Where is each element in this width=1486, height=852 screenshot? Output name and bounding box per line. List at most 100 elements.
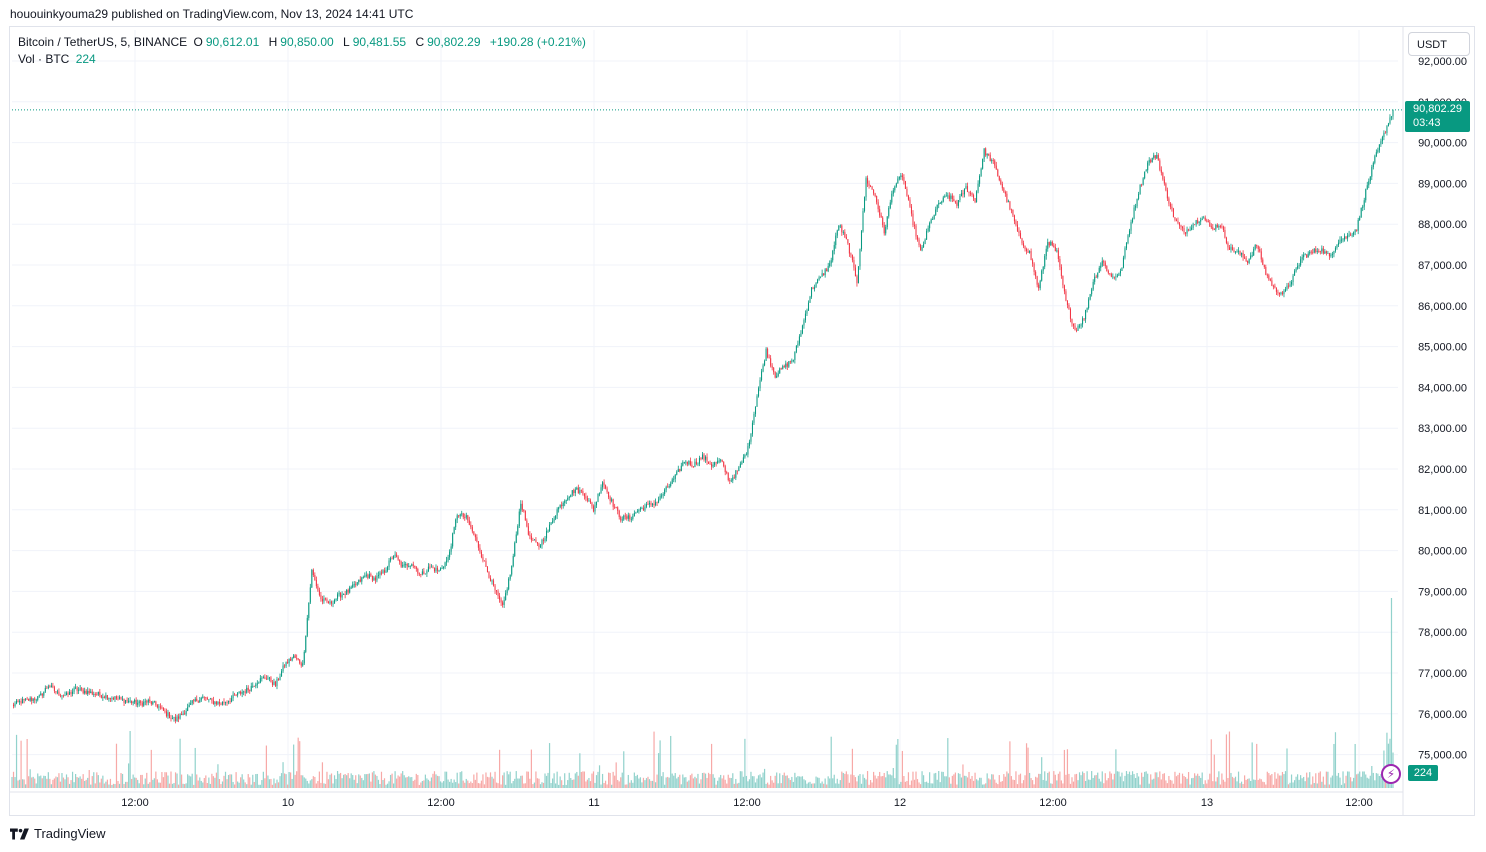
- volume-bar: [1160, 779, 1162, 788]
- volume-bar: [1145, 771, 1147, 788]
- candle-body: [1112, 276, 1114, 278]
- candle-body: [1325, 251, 1327, 254]
- volume-bar: [714, 777, 716, 788]
- volume-bar: [1097, 772, 1099, 788]
- volume-bar: [821, 781, 823, 788]
- candle-body: [1094, 276, 1096, 282]
- volume-bar: [330, 773, 333, 788]
- volume-bar: [1130, 774, 1132, 788]
- candle-body: [751, 422, 754, 434]
- candle-body: [131, 700, 133, 704]
- volume-bar: [1374, 780, 1376, 788]
- candle-body: [373, 577, 375, 581]
- candle-body: [514, 542, 516, 557]
- lightning-icon[interactable]: ⚡: [1381, 764, 1401, 784]
- volume-bar: [447, 779, 449, 788]
- candle-body: [409, 565, 411, 567]
- volume-bar: [975, 779, 978, 788]
- candle-body: [314, 575, 316, 581]
- volume-bar: [654, 782, 657, 788]
- candle-body: [344, 594, 346, 595]
- candle-body: [879, 209, 881, 216]
- volume-bar: [530, 749, 532, 788]
- candle-body: [599, 493, 601, 495]
- candle-body: [1366, 185, 1368, 190]
- volume-bar: [894, 778, 896, 788]
- candle-body: [1041, 270, 1043, 281]
- volume-bar: [1200, 777, 1202, 788]
- candle-body: [785, 363, 787, 368]
- volume-bar: [403, 775, 405, 788]
- candle-body: [84, 690, 86, 694]
- volume-bar: [473, 774, 475, 788]
- volume-bar: [768, 784, 770, 788]
- volume-bar: [465, 778, 467, 788]
- candle-body: [268, 677, 270, 679]
- volume-bar: [1022, 780, 1025, 788]
- volume-bar: [1083, 773, 1085, 788]
- candle-body: [1280, 292, 1282, 295]
- candle-body: [1328, 253, 1330, 257]
- volume-bar: [249, 777, 251, 788]
- candle-body: [1038, 284, 1040, 289]
- candle-body: [1115, 276, 1117, 278]
- volume-bar: [735, 778, 737, 788]
- volume-label[interactable]: Vol · BTC: [18, 52, 70, 66]
- candle-body: [122, 698, 124, 700]
- volume-bar: [489, 772, 492, 788]
- candle-body: [284, 665, 286, 667]
- currency-button[interactable]: USDT: [1408, 32, 1470, 56]
- volume-bar: [1306, 772, 1308, 788]
- candle-body: [178, 716, 180, 719]
- volume-bar: [662, 772, 664, 788]
- volume-bar: [977, 780, 979, 788]
- volume-bar: [329, 774, 331, 788]
- volume-bar: [297, 737, 299, 788]
- volume-bar: [1228, 731, 1231, 788]
- volume-bar: [1289, 782, 1291, 788]
- candle-body: [1371, 166, 1373, 177]
- volume-bar: [667, 776, 669, 788]
- candle-body: [1128, 230, 1131, 236]
- volume-bar: [1219, 784, 1221, 788]
- candle-body: [876, 195, 878, 203]
- candle-body: [99, 691, 101, 696]
- volume-bar: [262, 771, 264, 788]
- candle-body: [75, 687, 77, 689]
- last-price-value: 90,802.29: [1413, 103, 1462, 115]
- candle-body: [935, 209, 937, 215]
- volume-bar: [494, 771, 496, 788]
- symbol-name[interactable]: Bitcoin / TetherUS, 5, BINANCE: [18, 35, 188, 49]
- volume-bar: [1081, 771, 1084, 788]
- candle-body: [673, 478, 675, 480]
- volume-bar: [1357, 773, 1359, 788]
- volume-value: 224: [75, 52, 96, 66]
- candle-body: [823, 273, 825, 276]
- brand-footer[interactable]: TradingView: [10, 826, 106, 841]
- volume-bar: [1372, 772, 1374, 788]
- candle-body: [971, 193, 973, 196]
- volume-bar: [1137, 776, 1140, 788]
- volume-bar: [339, 772, 342, 788]
- volume-bar: [1103, 783, 1105, 788]
- volume-bar: [318, 771, 320, 788]
- candle-body: [1185, 232, 1187, 234]
- candle-body: [1227, 242, 1229, 248]
- volume-bar: [1201, 772, 1203, 788]
- volume-bar: [379, 784, 381, 788]
- candle-body: [969, 192, 972, 194]
- candle-body: [414, 565, 416, 568]
- volume-bar: [391, 773, 393, 788]
- volume-bar: [1330, 777, 1332, 788]
- volume-bar: [382, 779, 384, 788]
- candle-body: [246, 687, 248, 693]
- volume-bar: [305, 778, 307, 788]
- candle-body: [483, 560, 485, 562]
- candle-body: [1095, 276, 1097, 278]
- candle-body: [926, 231, 928, 240]
- volume-bar: [930, 783, 932, 788]
- candle-body: [880, 215, 882, 218]
- volume-bar: [1293, 780, 1296, 788]
- candle-body: [371, 575, 373, 581]
